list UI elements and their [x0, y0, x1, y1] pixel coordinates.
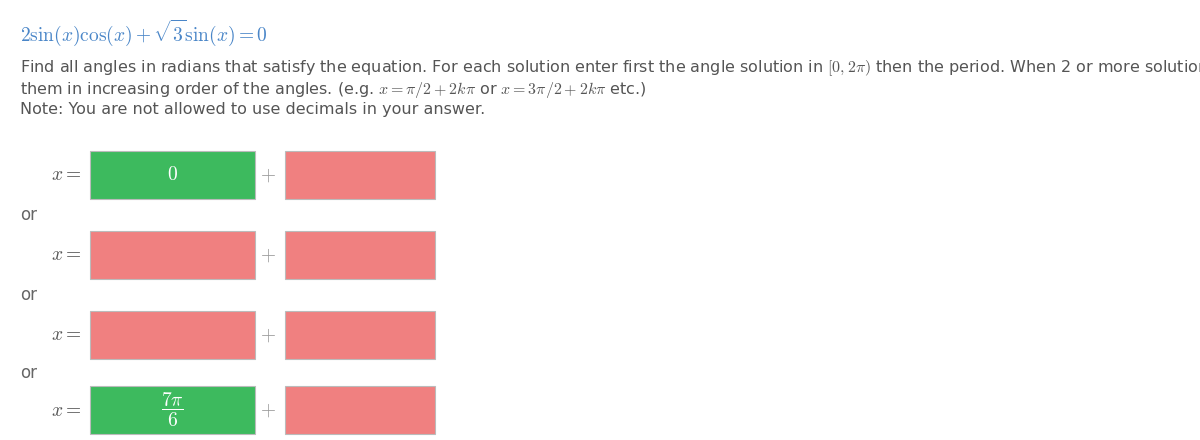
Text: $2\sin(x)\cos(x) + \sqrt{3}\sin(x) = 0$: $2\sin(x)\cos(x) + \sqrt{3}\sin(x) = 0$ — [20, 18, 268, 48]
Text: them in increasing order of the angles. (e.g. $x = \pi/2 + 2k\pi$ or $x = 3\pi/2: them in increasing order of the angles. … — [20, 80, 647, 100]
Text: $x = $: $x = $ — [52, 246, 82, 264]
Text: $0$: $0$ — [167, 165, 178, 184]
Text: $+$: $+$ — [260, 165, 276, 184]
FancyBboxPatch shape — [286, 386, 436, 434]
Text: Note: You are not allowed to use decimals in your answer.: Note: You are not allowed to use decimal… — [20, 102, 485, 117]
Text: Find all angles in radians that satisfy the equation. For each solution enter fi: Find all angles in radians that satisfy … — [20, 58, 1200, 77]
FancyBboxPatch shape — [90, 151, 256, 199]
Text: $\dfrac{7\pi}{6}$: $\dfrac{7\pi}{6}$ — [161, 391, 184, 429]
Text: $+$: $+$ — [260, 246, 276, 264]
Text: $+$: $+$ — [260, 400, 276, 419]
FancyBboxPatch shape — [286, 311, 436, 359]
Text: or: or — [20, 286, 37, 304]
FancyBboxPatch shape — [286, 231, 436, 279]
FancyBboxPatch shape — [90, 311, 256, 359]
FancyBboxPatch shape — [286, 151, 436, 199]
Text: $x = $: $x = $ — [52, 165, 82, 184]
Text: or: or — [20, 206, 37, 224]
FancyBboxPatch shape — [90, 231, 256, 279]
Text: $x = $: $x = $ — [52, 400, 82, 419]
Text: $+$: $+$ — [260, 326, 276, 345]
Text: $x = $: $x = $ — [52, 326, 82, 345]
FancyBboxPatch shape — [90, 386, 256, 434]
Text: or: or — [20, 364, 37, 382]
